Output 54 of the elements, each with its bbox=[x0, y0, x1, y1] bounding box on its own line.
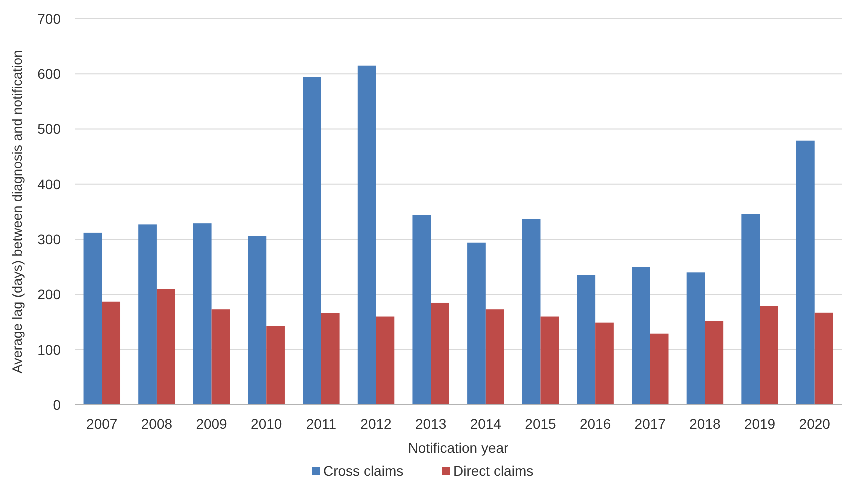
y-tick-label: 0 bbox=[53, 396, 62, 413]
bar bbox=[632, 267, 650, 405]
bar bbox=[686, 272, 706, 405]
x-tick-label: 2014 bbox=[470, 416, 502, 432]
x-tick-label: 2012 bbox=[360, 416, 392, 432]
y-tick-label: 400 bbox=[38, 176, 62, 192]
bar bbox=[540, 316, 560, 405]
x-tick-label: 2018 bbox=[690, 416, 721, 432]
y-tick-label: 300 bbox=[38, 231, 62, 248]
bar bbox=[796, 140, 815, 405]
x-tick-label: 2020 bbox=[799, 416, 831, 432]
x-axis-title: Notification year bbox=[408, 440, 510, 456]
y-tick-label: 600 bbox=[38, 66, 62, 82]
y-tick-label: 700 bbox=[38, 10, 62, 27]
x-tick-label: 2010 bbox=[251, 416, 282, 432]
x-tick-label: 2015 bbox=[525, 416, 557, 432]
bar bbox=[376, 316, 395, 405]
legend-label: Cross claims bbox=[324, 463, 404, 479]
bar bbox=[193, 224, 212, 405]
x-tick-label: 2016 bbox=[580, 416, 612, 432]
bar bbox=[358, 66, 376, 405]
bar bbox=[138, 224, 157, 405]
bar bbox=[303, 77, 322, 405]
bar bbox=[102, 302, 121, 405]
bar bbox=[577, 275, 596, 405]
bar bbox=[486, 310, 504, 405]
y-axis-title: Average lag (days) between diagnosis and notification bbox=[10, 50, 25, 374]
x-tick-label: 2009 bbox=[196, 416, 228, 432]
bar bbox=[321, 313, 340, 405]
x-tick-label: 2019 bbox=[744, 416, 776, 432]
bar bbox=[212, 310, 230, 405]
x-tick-label: 2008 bbox=[141, 416, 173, 432]
y-tick-label: 100 bbox=[38, 342, 62, 358]
bar bbox=[814, 312, 834, 405]
x-tick-label: 2013 bbox=[416, 416, 447, 432]
bar bbox=[412, 215, 432, 405]
bar bbox=[431, 302, 450, 405]
bar bbox=[650, 334, 669, 405]
bar bbox=[156, 289, 176, 405]
bar bbox=[468, 242, 486, 405]
bar bbox=[84, 232, 102, 405]
bar bbox=[705, 321, 724, 405]
y-tick-label: 200 bbox=[38, 286, 62, 303]
x-tick-label: 2017 bbox=[634, 416, 666, 432]
bar bbox=[266, 326, 285, 405]
x-tick-label: 2011 bbox=[306, 416, 337, 432]
legend-label: Direct claims bbox=[454, 463, 534, 479]
bar bbox=[596, 322, 614, 405]
bar bbox=[248, 236, 267, 405]
x-tick-label: 2007 bbox=[86, 416, 118, 432]
y-tick-label: 500 bbox=[38, 121, 62, 138]
bar bbox=[522, 219, 541, 405]
bar bbox=[742, 214, 760, 405]
bar bbox=[760, 306, 778, 405]
